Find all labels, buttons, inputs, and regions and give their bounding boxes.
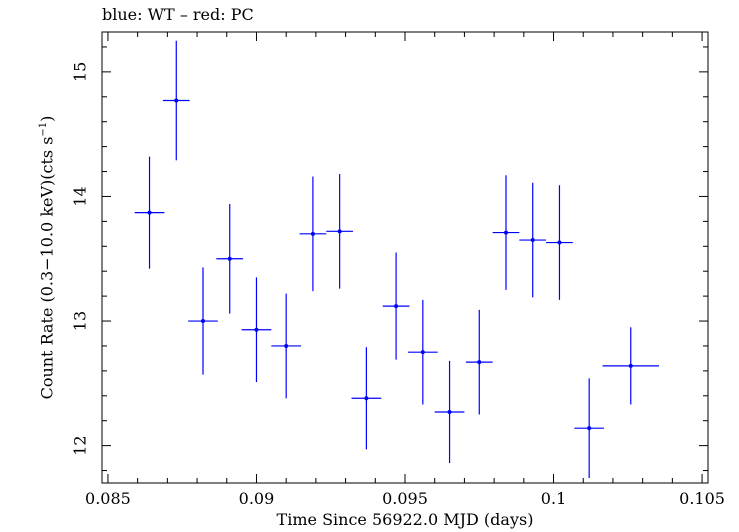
data-point — [216, 203, 244, 314]
data-point — [162, 40, 190, 161]
y-axis-label-exponent: −1 — [38, 121, 50, 137]
plot-frame — [101, 31, 709, 484]
y-axis-label-main: Count Rate (0.3−10.0 keV)(cts s — [37, 136, 57, 400]
data-point — [351, 347, 382, 450]
data-marker — [504, 230, 508, 235]
data-marker — [628, 363, 633, 368]
data-marker — [394, 304, 399, 309]
x-tick-label: 0.085 — [85, 489, 131, 508]
data-marker — [284, 343, 289, 348]
x-tick-label: 0.105 — [679, 489, 725, 508]
data-marker — [310, 231, 315, 236]
data-point — [134, 156, 165, 269]
x-tick-label: 0.09 — [239, 489, 275, 508]
y-tick-label: 14 — [71, 186, 90, 206]
data-marker — [557, 240, 562, 245]
x-tick-label: 0.1 — [541, 489, 566, 508]
data-series-wt — [134, 40, 659, 479]
y-tick-label: 13 — [71, 311, 90, 331]
y-tick-label: 12 — [71, 435, 90, 455]
data-marker — [254, 327, 259, 332]
y-tick-label: 15 — [71, 62, 90, 82]
data-point — [434, 360, 465, 464]
chart-title: blue: WT – red: PC — [102, 5, 254, 24]
data-point — [326, 174, 354, 289]
data-marker — [587, 426, 592, 431]
data-marker — [420, 350, 425, 355]
data-point — [188, 267, 218, 375]
data-point — [382, 252, 410, 360]
data-marker — [201, 319, 205, 324]
data-point — [602, 327, 659, 405]
data-point — [492, 175, 520, 290]
data-point — [407, 299, 438, 405]
data-marker — [227, 256, 232, 261]
axis-ticks — [102, 32, 708, 483]
data-marker — [530, 238, 535, 243]
data-point — [271, 293, 302, 399]
data-point — [241, 277, 272, 383]
data-marker — [364, 396, 369, 401]
data-marker — [337, 229, 342, 234]
x-axis-label: Time Since 56922.0 MJD (days) — [276, 510, 534, 529]
axis-tick-labels: 0.085 0.09 0.095 0.1 0.105 12 13 14 15 — [71, 62, 725, 508]
data-marker — [147, 210, 152, 215]
x-tick-label: 0.095 — [382, 489, 428, 508]
data-point — [574, 378, 605, 479]
data-marker — [447, 409, 452, 414]
y-axis-label: Count Rate (0.3−10.0 keV)(cts s−1) — [37, 116, 56, 400]
data-point — [465, 309, 493, 415]
data-point — [299, 176, 327, 292]
data-marker — [174, 98, 179, 103]
data-point — [519, 182, 547, 298]
data-marker — [477, 360, 482, 365]
data-point — [546, 185, 573, 300]
y-axis-label-tail: ) — [37, 115, 57, 122]
